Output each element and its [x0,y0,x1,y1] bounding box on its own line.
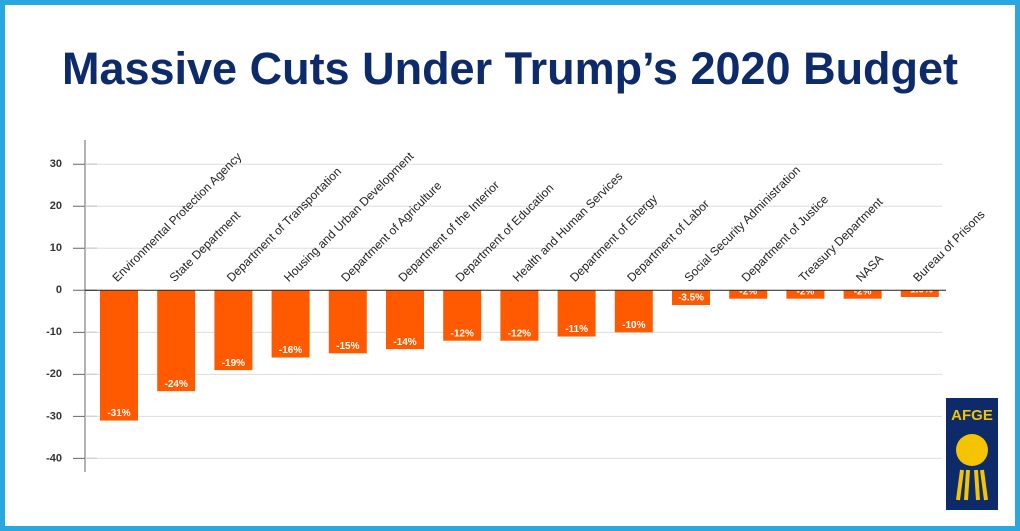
bar [557,290,596,337]
y-tick-label: -20 [46,368,62,380]
value-label: -2% [739,286,757,297]
bar [500,290,539,341]
y-tick-label: 30 [50,158,62,170]
value-label: -15% [336,341,359,352]
value-label: -24% [165,379,188,390]
logo-figures [956,469,988,501]
bar [386,290,424,350]
y-tick-label: -10 [46,326,62,338]
chart-title: Massive Cuts Under Trump’s 2020 Budget [62,43,958,94]
value-label: -11% [565,324,588,335]
bar [672,290,710,305]
bar [614,290,653,333]
bar [271,290,310,358]
bar [157,290,196,392]
bar [786,290,825,299]
bar [729,290,768,299]
value-label: -31% [107,408,130,419]
bar [443,290,482,341]
bar [900,290,939,298]
y-tick-label: 0 [56,284,62,296]
bar [100,290,138,421]
value-label: -14% [393,337,416,348]
y-tick-label: 10 [50,242,62,254]
y-tick-label: 20 [50,200,62,212]
value-label: -10% [622,320,645,331]
value-label: -16% [279,345,302,356]
logo-emblem [956,434,988,466]
value-label: -19% [222,358,245,369]
bar [843,290,882,299]
y-tick-label: -30 [46,410,62,422]
value-label: -12% [451,328,474,339]
logo: AFGE [946,398,998,510]
value-label: -2% [797,286,815,297]
y-tick-label: -40 [46,452,62,464]
bar [328,290,367,354]
value-label: -2% [854,286,872,297]
bar [214,290,253,371]
logo-text: AFGE [951,407,993,424]
value-label: -3.5% [678,293,704,304]
value-label: -12% [508,328,531,339]
